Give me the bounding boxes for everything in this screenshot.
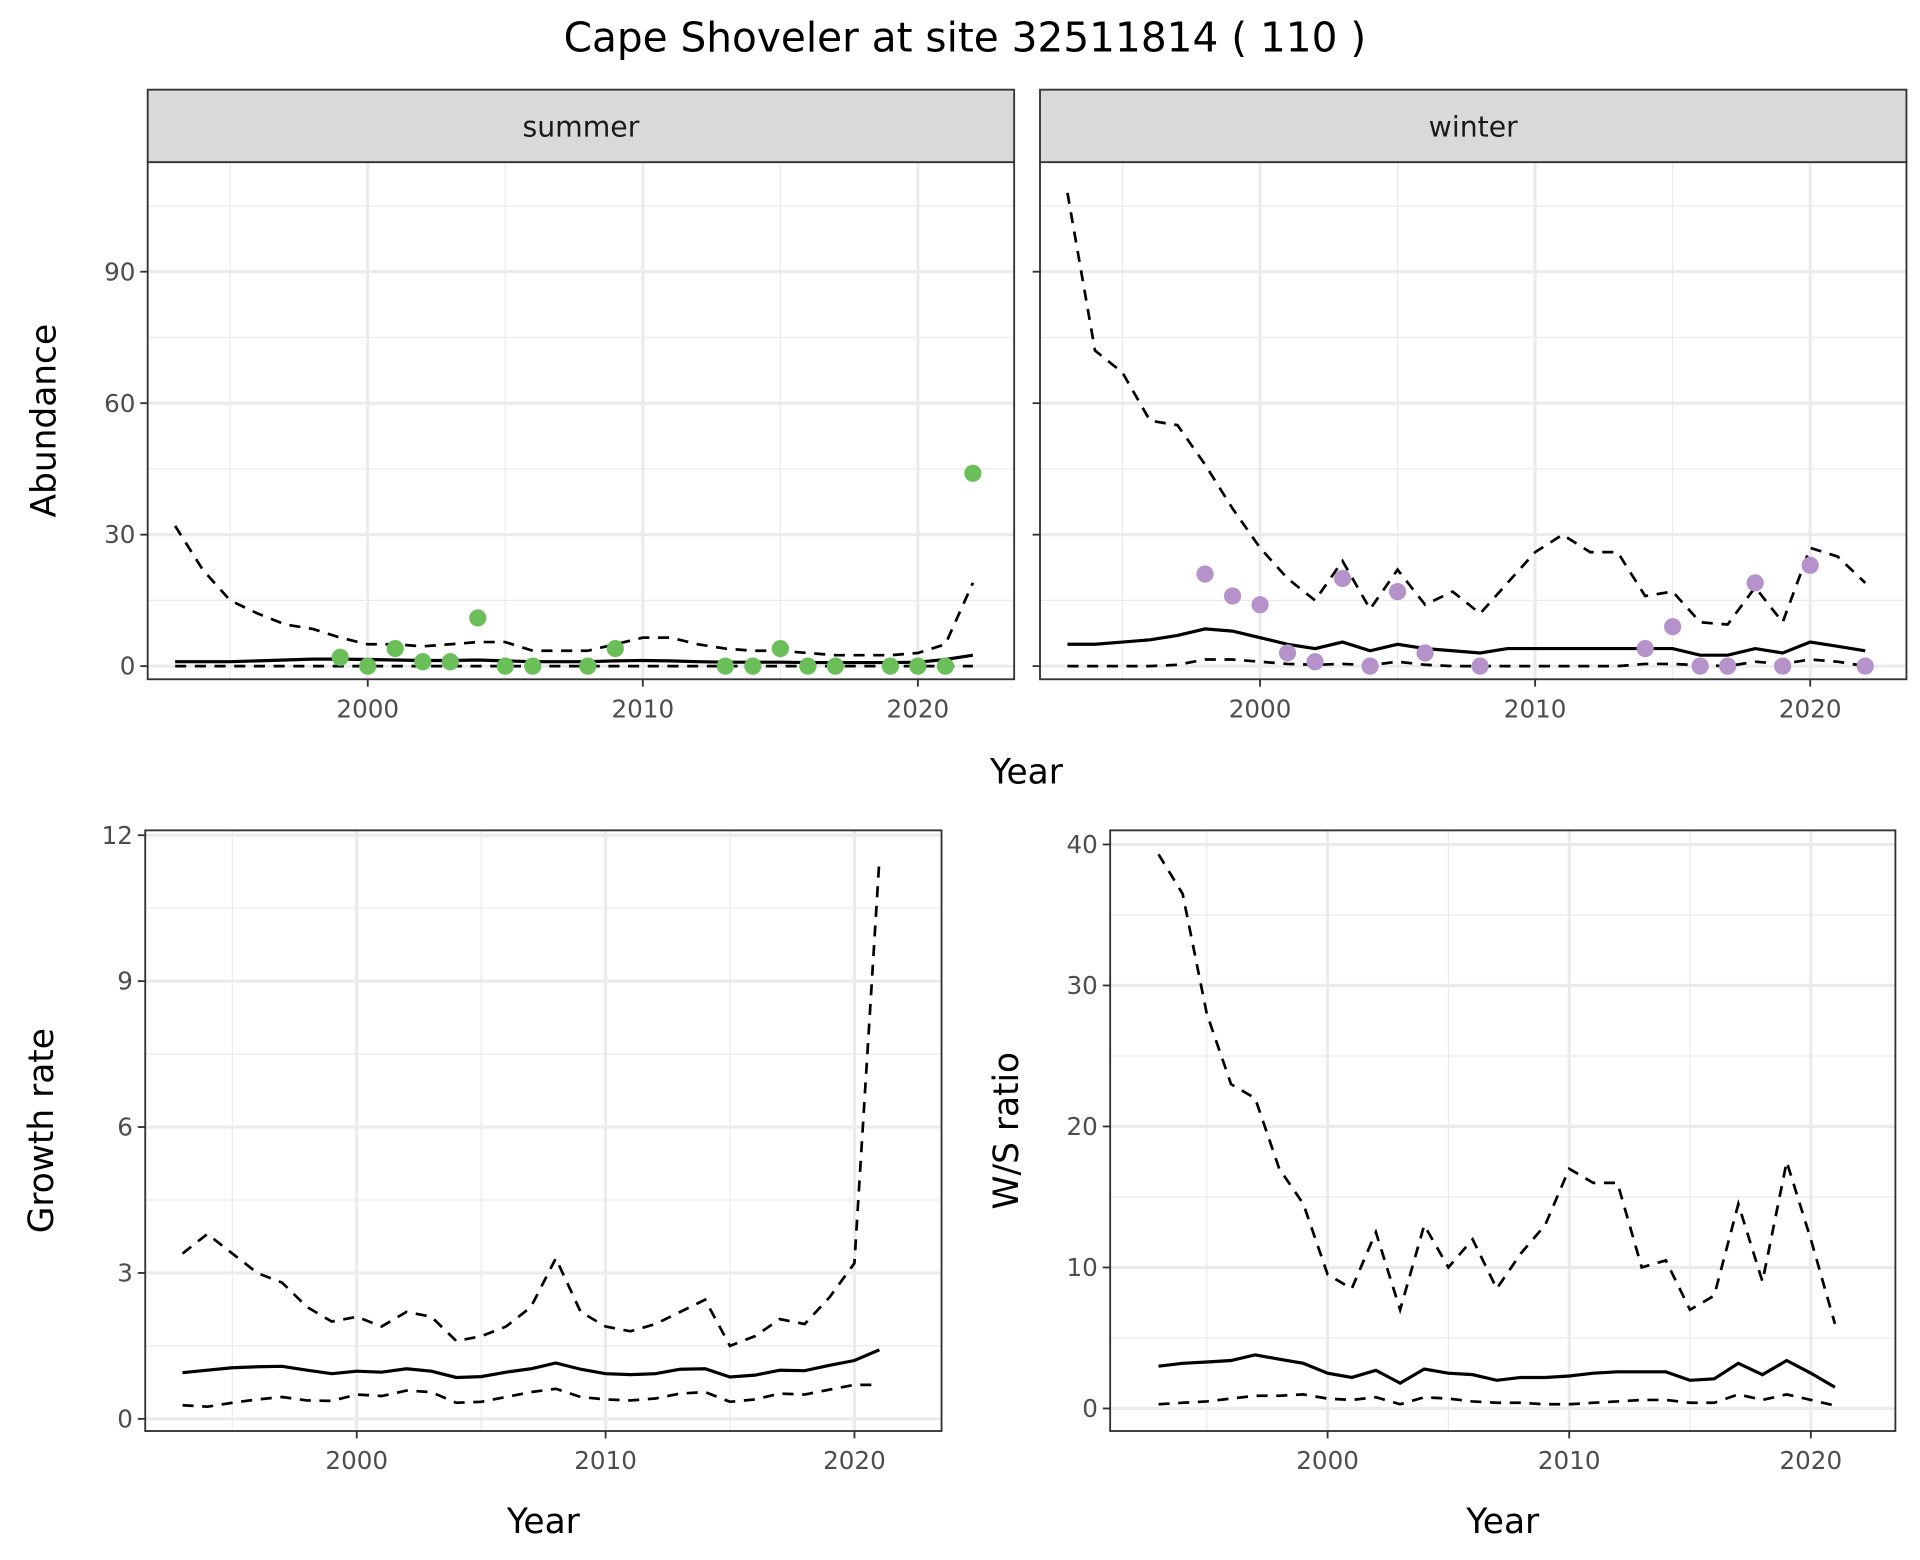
upper-bound-line bbox=[1157, 853, 1837, 1325]
y-axis-title: Abundance bbox=[24, 324, 64, 518]
x-tick-label: 2010 bbox=[612, 694, 675, 723]
data-point bbox=[1388, 583, 1407, 601]
x-tick-label: 2010 bbox=[574, 1446, 637, 1475]
y-tick-label: 40 bbox=[1067, 830, 1098, 859]
x-tick-label: 2020 bbox=[823, 1446, 886, 1475]
x-axis-title: Year bbox=[506, 1502, 581, 1542]
mean-line bbox=[182, 1348, 881, 1380]
x-tick-label: 2020 bbox=[887, 694, 950, 723]
facet-strip bbox=[146, 88, 1016, 164]
y-tick-label: 30 bbox=[104, 520, 135, 549]
data-point bbox=[414, 653, 432, 671]
data-point bbox=[331, 648, 349, 666]
plot-background bbox=[145, 830, 942, 1432]
data-point bbox=[1306, 653, 1324, 671]
x-axis-title: Year bbox=[1465, 1502, 1540, 1542]
lower-bound-line bbox=[1158, 1393, 1836, 1407]
data-point bbox=[1278, 644, 1297, 662]
data-point bbox=[716, 657, 734, 675]
x-tick-label: 2000 bbox=[336, 694, 399, 723]
data-point bbox=[909, 657, 927, 675]
data-point bbox=[496, 657, 514, 675]
upper-bound-line bbox=[173, 525, 975, 657]
y-tick-label: 6 bbox=[117, 1113, 133, 1142]
x-tick-label: 2010 bbox=[1504, 694, 1567, 723]
facet-label: winter bbox=[1429, 110, 1518, 143]
y-tick-label: 12 bbox=[102, 821, 133, 850]
y-axis-title: W/S ratio bbox=[987, 1052, 1027, 1210]
data-point bbox=[1223, 587, 1242, 605]
y-tick-label: 0 bbox=[120, 652, 136, 681]
data-point bbox=[881, 657, 899, 675]
data-point bbox=[771, 639, 789, 658]
data-point bbox=[606, 639, 624, 658]
y-axis-title: Growth rate bbox=[22, 1028, 62, 1233]
plot-background bbox=[1040, 162, 1907, 680]
x-tick-label: 2000 bbox=[1296, 1446, 1359, 1475]
plot-background bbox=[147, 162, 1015, 680]
data-point bbox=[441, 653, 459, 671]
data-point bbox=[1416, 644, 1434, 662]
data-point bbox=[469, 609, 487, 627]
data-point bbox=[1774, 657, 1792, 675]
data-point bbox=[1691, 657, 1709, 675]
data-point bbox=[1251, 596, 1269, 614]
data-point bbox=[359, 657, 377, 675]
y-tick-label: 90 bbox=[104, 257, 135, 286]
panel-growth-rate: 2000 2010 2020 0 3 6 9 12 Growth rate Year bbox=[22, 821, 943, 1542]
panel-winter: 2000 2010 2020 winter bbox=[1032, 88, 1908, 723]
x-tick-label: 2020 bbox=[1780, 1446, 1843, 1475]
data-point bbox=[1333, 569, 1352, 588]
x-tick-label: 2020 bbox=[1779, 694, 1842, 723]
data-point bbox=[1636, 639, 1654, 658]
data-point bbox=[826, 657, 844, 675]
facet-label: summer bbox=[522, 110, 639, 143]
upper-bound-line bbox=[1066, 192, 1867, 626]
data-point bbox=[1856, 657, 1874, 675]
data-point bbox=[964, 464, 982, 482]
panel-border bbox=[1109, 829, 1897, 1432]
data-point bbox=[799, 657, 817, 675]
x-tick-label: 2000 bbox=[1229, 694, 1292, 723]
y-tick-label: 10 bbox=[1067, 1253, 1098, 1282]
lower-bound-line bbox=[182, 1383, 880, 1409]
panel-w-s-ratio: 2000 2010 2020 0 10 20 30 40 W/S ratio Year bbox=[987, 829, 1897, 1542]
mean-line bbox=[1067, 627, 1866, 657]
data-point bbox=[1471, 657, 1489, 675]
data-point bbox=[1719, 657, 1737, 675]
y-tick-label: 30 bbox=[1067, 971, 1098, 1000]
data-point bbox=[579, 657, 597, 675]
data-point bbox=[1801, 556, 1819, 574]
facet-strip bbox=[1039, 88, 1908, 164]
y-tick-label: 20 bbox=[1067, 1112, 1098, 1141]
upper-bound-line bbox=[181, 859, 881, 1348]
panel-border bbox=[144, 829, 943, 1432]
data-point bbox=[936, 657, 955, 675]
data-point bbox=[1746, 574, 1764, 592]
data-point bbox=[1196, 565, 1214, 583]
mean-line bbox=[1158, 1353, 1836, 1389]
y-tick-label: 60 bbox=[104, 389, 135, 418]
y-tick-label: 0 bbox=[1082, 1394, 1098, 1423]
data-point bbox=[386, 639, 404, 658]
x-tick-label: 2010 bbox=[1538, 1446, 1601, 1475]
y-tick-label: 0 bbox=[117, 1404, 133, 1433]
data-point bbox=[1664, 618, 1682, 636]
panel-summer: 2000 2010 2020 0 30 60 90 summer Abundance bbox=[24, 88, 1016, 723]
lower-bound-line bbox=[1067, 658, 1866, 668]
x-tick-label: 2000 bbox=[325, 1446, 388, 1475]
plot-background bbox=[1110, 830, 1896, 1432]
data-point bbox=[1361, 657, 1379, 675]
y-tick-label: 9 bbox=[117, 967, 133, 996]
y-tick-label: 3 bbox=[117, 1259, 133, 1288]
data-point bbox=[744, 657, 762, 675]
x-axis-title: Year bbox=[989, 753, 1064, 793]
data-point bbox=[524, 657, 542, 675]
chart-title: Cape Shoveler at site 32511814 ( 110 ) bbox=[564, 14, 1367, 62]
